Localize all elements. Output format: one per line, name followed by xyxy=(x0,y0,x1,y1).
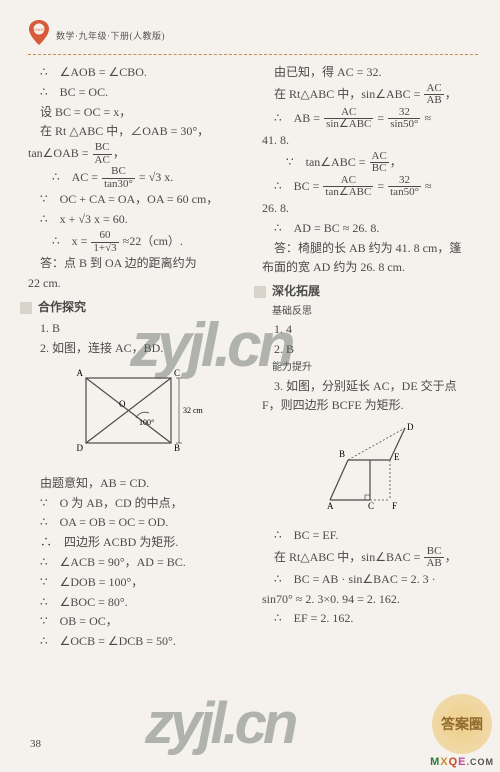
line: ∵ ∠DOB = 100°， xyxy=(28,573,244,593)
svg-text:D: D xyxy=(77,443,84,453)
subsection: 基础反思 xyxy=(262,304,478,321)
line: 41. 8. xyxy=(262,131,478,151)
page-number: 38 xyxy=(30,738,41,750)
line: 2. B xyxy=(262,340,478,360)
line: ∴ AD = BC ≈ 26. 8. xyxy=(262,219,478,239)
line: 答：点 B 到 OA 边的距离约为 xyxy=(28,254,244,274)
fraction: 601+√3 xyxy=(90,230,119,254)
line: ∴ x + √3 x = 60. xyxy=(28,210,244,230)
pin-label: SCHOOL xyxy=(31,27,49,32)
line: ∴ AC = BCtan30° = √3 x. xyxy=(28,166,244,190)
line: 1. B xyxy=(28,319,244,339)
fraction: BCAC xyxy=(92,142,113,166)
line: ∴ ∠OCB = ∠DCB = 50°. xyxy=(28,632,244,652)
page-header: SCHOOL 数学·九年级·下册(人教版) xyxy=(28,20,478,55)
diagram-rectangle: A C D B O 100° 32 cm xyxy=(28,363,244,470)
line: ∴ BC = EF. xyxy=(262,526,478,546)
line: 26. 8. xyxy=(262,199,478,219)
line: ∴ AB = ACsin∠ABC = 32sin50° ≈ xyxy=(262,107,478,131)
line: ∴ EF = 2. 162. xyxy=(262,609,478,629)
line: ∴ 四边形 ACBD 为矩形. xyxy=(28,533,244,553)
line: ∴ OA = OB = OC = OD. xyxy=(28,513,244,533)
section-title-text: 深化拓展 xyxy=(272,282,320,302)
svg-text:A: A xyxy=(327,501,334,511)
svg-text:F: F xyxy=(392,501,397,511)
svg-text:100°: 100° xyxy=(139,418,154,427)
svg-text:C: C xyxy=(174,368,180,378)
fraction: BCtan30° xyxy=(101,166,136,190)
line: 1. 4 xyxy=(262,320,478,340)
fraction: 32sin50° xyxy=(387,107,421,131)
header-text: 数学·九年级·下册(人教版) xyxy=(56,29,165,42)
fraction: ACBC xyxy=(369,151,390,175)
site-logo: MXQE.COM xyxy=(430,756,494,768)
line: 2. 如图，连接 AC，BD. xyxy=(28,339,244,359)
line: ∵ OC + CA = OA，OA = 60 cm， xyxy=(28,190,244,210)
watermark-overlay: zyjl.cn xyxy=(145,690,294,757)
line: ∵ tan∠ABC = ACBC， xyxy=(262,151,478,175)
fraction: BCAB xyxy=(423,546,444,570)
line: ∴ BC = ACtan∠ABC = 32tan50° ≈ xyxy=(262,175,478,199)
right-column: 由已知，得 AC = 32. 在 Rt△ABC 中，sin∠ABC = ACAB… xyxy=(262,63,478,652)
line: 答：椅腿的长 AB 约为 41. 8 cm，篷 xyxy=(262,239,478,259)
svg-text:O: O xyxy=(119,399,126,409)
section-deepen: 深化拓展 xyxy=(254,282,478,302)
school-pin-icon: SCHOOL xyxy=(28,20,50,50)
line: ∴ BC = OC. xyxy=(28,83,244,103)
line: 设 BC = OC = x， xyxy=(28,103,244,123)
watermark-stamp: 答案圈 xyxy=(432,694,492,754)
svg-text:32 cm: 32 cm xyxy=(183,406,204,415)
content-columns: ∴ ∠AOB = ∠CBO. ∴ BC = OC. 设 BC = OC = x，… xyxy=(28,63,478,652)
line: 布面的宽 AD 约为 26. 8 cm. xyxy=(262,258,478,278)
line: sin70° ≈ 2. 3×0. 94 = 2. 162. xyxy=(262,590,478,610)
line: tan∠OAB = BCAC， xyxy=(28,142,244,166)
line: ∴ ∠BOC = 80°. xyxy=(28,593,244,613)
diagram-trapezoid: A B C D E F xyxy=(262,420,478,522)
line: 由已知，得 AC = 32. xyxy=(262,63,478,83)
line: ∵ OB = OC， xyxy=(28,612,244,632)
section-marker-icon xyxy=(254,286,266,298)
line: 由题意知，AB = CD. xyxy=(28,474,244,494)
fraction: 32tan50° xyxy=(387,175,422,199)
line: 在 Rt△ABC 中，sin∠BAC = BCAB， xyxy=(262,546,478,570)
svg-text:E: E xyxy=(394,452,400,462)
left-column: ∴ ∠AOB = ∠CBO. ∴ BC = OC. 设 BC = OC = x，… xyxy=(28,63,244,652)
fraction: ACsin∠ABC xyxy=(323,107,374,131)
line: 在 Rt △ABC 中，∠OAB = 30°， xyxy=(28,122,244,142)
svg-text:C: C xyxy=(368,501,374,511)
fraction: ACAB xyxy=(423,83,444,107)
line: F，则四边形 BCFE 为矩形. xyxy=(262,396,478,416)
line: ∴ x = 601+√3 ≈22（cm）. xyxy=(28,230,244,254)
line: 3. 如图，分别延长 AC，DE 交于点 xyxy=(262,377,478,397)
line: ∴ BC = AB · sin∠BAC = 2. 3 · xyxy=(262,570,478,590)
svg-text:D: D xyxy=(407,422,414,432)
subsection: 能力提升 xyxy=(262,360,478,377)
line: 22 cm. xyxy=(28,274,244,294)
line: ∵ O 为 AB，CD 的中点， xyxy=(28,494,244,514)
section-title-text: 合作探究 xyxy=(38,298,86,318)
section-cooperative: 合作探究 xyxy=(20,298,244,318)
section-marker-icon xyxy=(20,302,32,314)
line: ∴ ∠AOB = ∠CBO. xyxy=(28,63,244,83)
svg-text:A: A xyxy=(77,368,84,378)
line: 在 Rt△ABC 中，sin∠ABC = ACAB， xyxy=(262,83,478,107)
line: ∴ ∠ACB = 90°，AD = BC. xyxy=(28,553,244,573)
page: SCHOOL 数学·九年级·下册(人教版) ∴ ∠AOB = ∠CBO. ∴ B… xyxy=(0,0,500,772)
svg-text:B: B xyxy=(174,443,180,453)
fraction: ACtan∠ABC xyxy=(322,175,374,199)
svg-text:B: B xyxy=(339,449,345,459)
